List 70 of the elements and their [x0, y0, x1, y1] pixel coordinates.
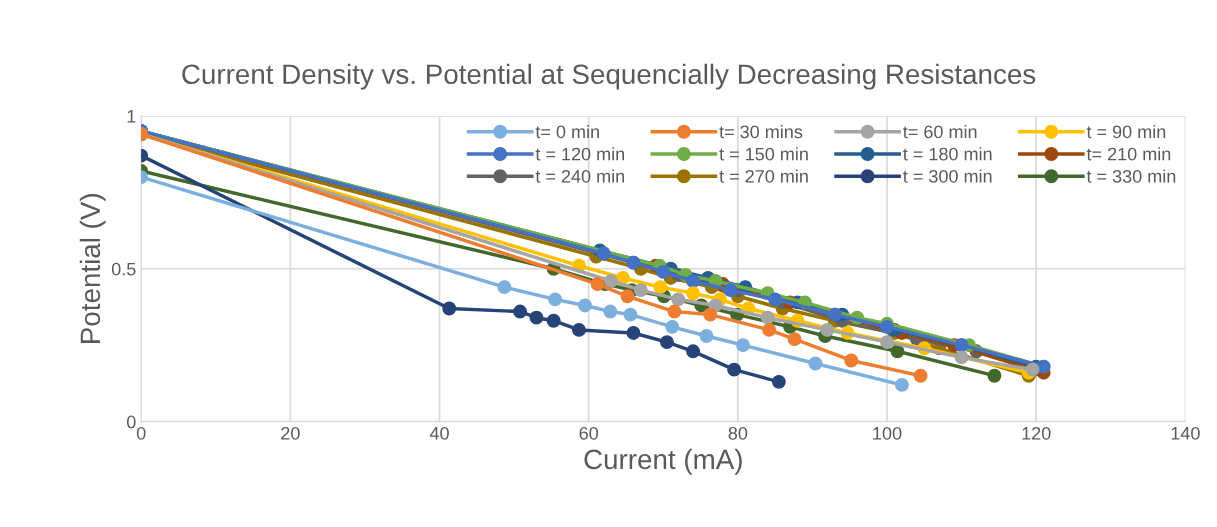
point — [768, 292, 783, 307]
point — [894, 377, 909, 392]
y-tick-label: 0.5 — [111, 262, 136, 276]
x-tick-label: 80 — [728, 426, 748, 440]
x-tick-label: 120 — [1022, 426, 1051, 440]
point — [723, 283, 738, 298]
x-tick-label: 20 — [281, 426, 300, 440]
point — [820, 322, 835, 337]
point — [703, 307, 718, 322]
point — [987, 368, 1002, 383]
legend-label: t = 240 min — [535, 169, 625, 183]
x-tick-label: 100 — [873, 426, 902, 440]
point — [620, 289, 635, 304]
point — [760, 310, 775, 325]
legend-label: t= 60 min — [903, 124, 977, 139]
point — [653, 280, 668, 295]
point — [665, 319, 680, 334]
point — [844, 353, 859, 368]
point — [699, 329, 714, 343]
point — [686, 344, 701, 359]
point — [572, 322, 586, 337]
point — [603, 304, 618, 319]
x-tick-label: 140 — [1171, 426, 1200, 440]
point — [808, 356, 823, 371]
legend-label: t = 300 min — [903, 169, 992, 183]
y-axis-title: Potential (V) — [79, 194, 106, 343]
point — [656, 264, 671, 279]
point — [671, 292, 686, 307]
point — [626, 326, 641, 340]
x-tick-label: 60 — [579, 426, 599, 440]
point — [880, 335, 894, 350]
y-tick-label: 1 — [127, 110, 136, 123]
legend-label: t = 180 min — [903, 147, 992, 161]
point — [686, 274, 701, 288]
chart-title: Current Density vs. Potential at Sequencially Decreasing Resistances — [182, 63, 1036, 90]
point — [529, 310, 544, 325]
point — [442, 301, 457, 316]
legend-label: t= 0 min — [535, 124, 599, 139]
point — [590, 277, 605, 291]
legend-label: t = 270 min — [719, 169, 808, 183]
legend-label: t= 210 min — [1086, 147, 1171, 161]
legend-label: t = 150 min — [719, 147, 808, 161]
legend-label: t= 30 mins — [719, 124, 803, 139]
x-tick-label: 40 — [429, 426, 449, 440]
point — [686, 286, 701, 301]
x-axis-title: Current (mA) — [584, 448, 742, 475]
point — [913, 368, 928, 383]
legend-label: t = 330 min — [1086, 169, 1176, 183]
x-tick-label: 0 — [136, 426, 146, 440]
point — [633, 283, 648, 298]
point — [771, 374, 786, 389]
point — [660, 335, 674, 350]
point — [578, 298, 592, 313]
legend-label: t = 90 min — [1086, 124, 1166, 139]
point — [548, 292, 563, 307]
y-tick-label: 0 — [126, 415, 136, 429]
point — [497, 280, 512, 295]
point — [954, 350, 969, 365]
point — [736, 338, 751, 353]
point — [667, 304, 682, 319]
point — [546, 313, 561, 328]
point — [890, 344, 905, 359]
point — [787, 332, 802, 347]
legend-label: t = 120 min — [535, 147, 625, 161]
point — [623, 307, 638, 322]
point — [762, 322, 777, 337]
point — [1025, 362, 1040, 377]
point — [604, 274, 619, 288]
point — [727, 362, 742, 377]
point — [513, 304, 528, 319]
